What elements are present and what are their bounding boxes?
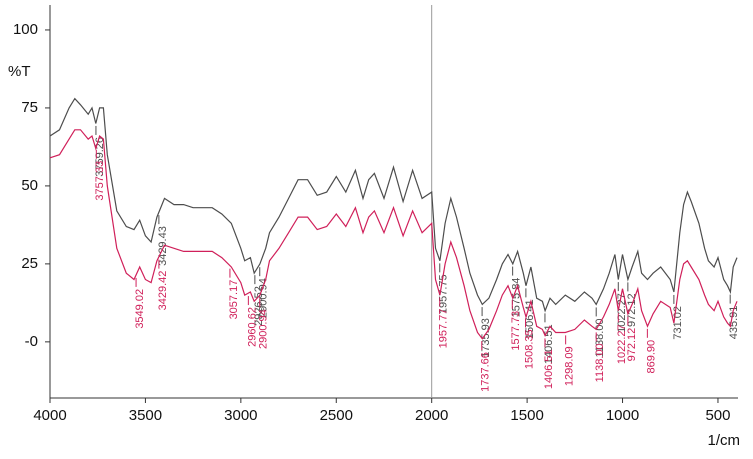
peak-label: 1406.51 bbox=[543, 349, 555, 389]
x-tick-label: 1500 bbox=[510, 407, 543, 424]
peak-label: 3429.42 bbox=[157, 271, 169, 311]
x-tick-label: 3000 bbox=[224, 407, 257, 424]
y-tick-label: 25 bbox=[21, 255, 38, 272]
peak-label: 972.12 bbox=[626, 328, 638, 362]
peak-label: 435.91 bbox=[728, 306, 740, 340]
peak-label: 3757.33 bbox=[94, 161, 106, 201]
y-tick-label: 50 bbox=[21, 177, 38, 194]
peak-label: 1138.00 bbox=[594, 343, 606, 382]
x-tick-label: 2000 bbox=[415, 407, 448, 424]
peak-label: 1508.35 bbox=[523, 329, 535, 369]
y-tick-label: -0 bbox=[25, 333, 38, 350]
peak-label: 1737.66 bbox=[480, 352, 492, 392]
peak-label: 1957.77 bbox=[438, 309, 450, 349]
y-tick-label: 75 bbox=[21, 99, 38, 116]
x-tick-label: 3500 bbox=[129, 407, 162, 424]
y-tick-label: 100 bbox=[13, 21, 38, 38]
peak-label: 2926.52 bbox=[253, 286, 265, 326]
peak-label: 3057.17 bbox=[228, 280, 240, 320]
x-tick-label: 500 bbox=[705, 407, 730, 424]
peak-label: 3549.02 bbox=[134, 289, 146, 329]
peak-label: 869.90 bbox=[645, 340, 657, 374]
spectrum-line bbox=[49, 129, 738, 340]
x-tick-label: 1000 bbox=[606, 407, 639, 424]
peak-label: 2900.94 bbox=[258, 309, 270, 349]
x-tick-label: 2500 bbox=[320, 407, 353, 424]
x-axis-label: 1/cm bbox=[707, 432, 740, 449]
peak-label: 1577.73 bbox=[510, 311, 522, 351]
peak-label: 972.12 bbox=[626, 293, 638, 327]
peak-label: 2960.62 bbox=[246, 307, 258, 347]
spectrum-line bbox=[49, 97, 738, 313]
peak-label: 2900.94 bbox=[258, 278, 270, 318]
peak-label: 1298.09 bbox=[564, 346, 576, 386]
y-axis-label: %T bbox=[8, 63, 31, 80]
peak-label: 1575.84 bbox=[511, 278, 523, 318]
peak-label: 1957.75 bbox=[438, 274, 450, 314]
x-tick-label: 4000 bbox=[33, 407, 66, 424]
peak-label: 1022.27 bbox=[616, 324, 628, 364]
